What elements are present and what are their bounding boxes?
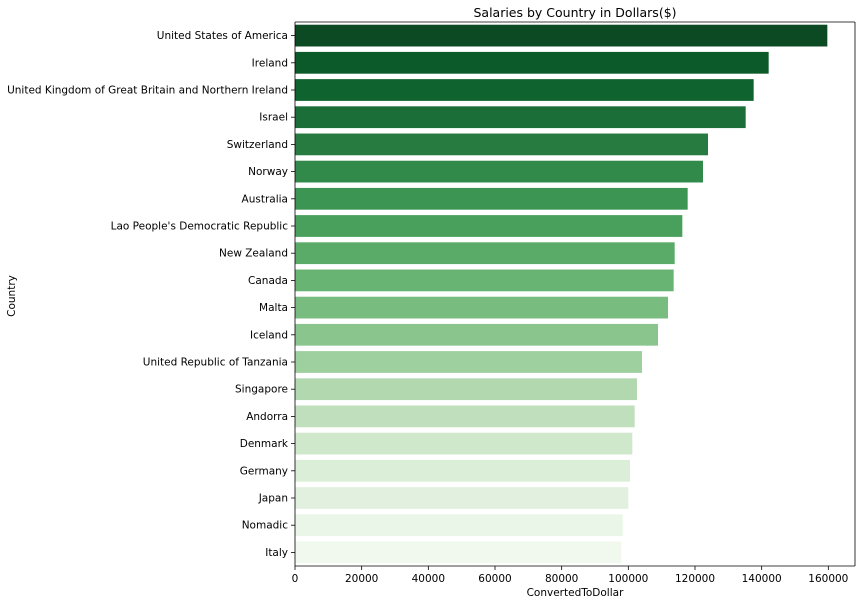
x-axis: 0 20000 40000 60000 80000 100000 120000 140000 1… (292, 566, 848, 585)
x-tick-label: 20000 (345, 573, 378, 585)
bar (295, 187, 688, 210)
y-tick-label: United States of America (157, 30, 288, 42)
y-tick-label: Lao People's Democratic Republic (111, 221, 289, 233)
bar (295, 378, 637, 401)
bar (295, 215, 683, 237)
y-tick-label: Andorra (246, 411, 288, 423)
y-tick-label: Australia (242, 193, 288, 205)
x-tick-label: 80000 (545, 573, 578, 585)
bar (295, 79, 754, 101)
bar (295, 432, 633, 455)
bar (295, 487, 629, 509)
y-tick-label: Singapore (235, 384, 288, 396)
y-tick-label: Malta (259, 302, 288, 314)
chart-title: Salaries by Country in Dollars($) (473, 5, 676, 20)
y-tick-label: Norway (248, 166, 288, 178)
bar (295, 24, 828, 47)
x-tick-label: 100000 (608, 573, 648, 585)
x-tick-label: 0 (292, 573, 299, 585)
x-tick-label: 40000 (412, 573, 445, 585)
y-tick-label: Denmark (240, 438, 289, 450)
bar (295, 160, 703, 183)
y-tick-label: Italy (265, 547, 288, 559)
y-tick-label: Israel (259, 112, 288, 124)
bar (295, 351, 642, 373)
bar (295, 51, 769, 74)
x-tick-label: 160000 (808, 573, 848, 585)
y-tick-label: Germany (240, 465, 288, 477)
y-tick-labels: United States of America Ireland United Ki… (7, 30, 295, 559)
bar (295, 133, 708, 156)
x-tick-label: 60000 (478, 573, 511, 585)
y-tick-label: Japan (258, 493, 288, 505)
y-axis-label: Country (6, 275, 18, 317)
y-tick-label: Switzerland (227, 139, 288, 151)
bar (295, 323, 658, 346)
y-tick-label: Iceland (250, 329, 288, 341)
bar (295, 541, 622, 564)
y-tick-label: United Kingdom of Great Britain and Nort… (7, 85, 288, 97)
x-tick-label: 120000 (675, 573, 715, 585)
bar (295, 405, 635, 428)
y-tick-label: Ireland (252, 57, 288, 69)
bars-group (295, 24, 828, 564)
x-tick-label: 140000 (742, 573, 782, 585)
bar (295, 514, 623, 537)
y-tick-label: Canada (248, 275, 288, 287)
y-tick-label: Nomadic (242, 520, 289, 532)
bar (295, 459, 630, 482)
y-tick-label: New Zealand (219, 248, 288, 260)
y-tick-label: United Republic of Tanzania (143, 357, 288, 369)
bar (295, 242, 675, 265)
bar (295, 269, 674, 292)
bar (295, 296, 668, 319)
bar (295, 106, 746, 129)
x-axis-label: ConvertedToDollar (527, 587, 624, 599)
